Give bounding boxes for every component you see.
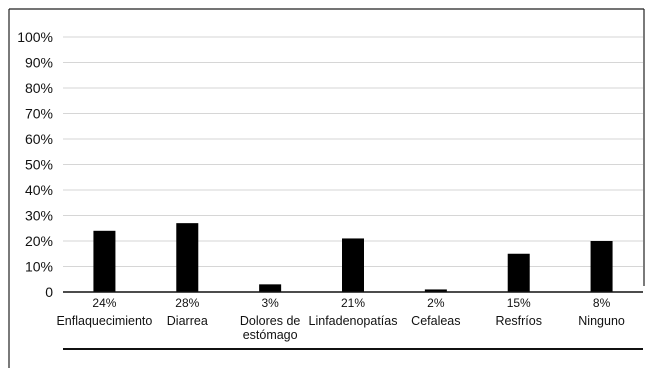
category-label: Linfadenopatías — [309, 314, 398, 328]
data-label: 28% — [175, 296, 199, 310]
y-tick-label: 40% — [25, 182, 53, 198]
bars — [93, 223, 613, 292]
data-label: 21% — [341, 296, 365, 310]
y-axis-tick-labels: 0 10% 20% 30% 40% 50% 60% 70% 80% 90% 100% — [17, 29, 53, 300]
data-label: 2% — [427, 296, 445, 310]
data-labels: 24% 28% 3% 21% 2% 15% 8% — [92, 296, 610, 310]
category-label: Diarrea — [167, 314, 208, 328]
y-tick-label: 0 — [45, 284, 53, 300]
data-label: 8% — [593, 296, 611, 310]
category-label: Cefaleas — [411, 314, 460, 328]
bar — [93, 230, 116, 292]
y-tick-label: 100% — [17, 29, 53, 45]
y-tick-label: 90% — [25, 55, 53, 71]
data-label: 24% — [92, 296, 116, 310]
y-tick-label: 50% — [25, 157, 53, 173]
bar — [259, 284, 282, 292]
category-label: Enflaquecimiento — [56, 314, 152, 328]
y-tick-label: 10% — [25, 259, 53, 275]
data-label: 3% — [261, 296, 279, 310]
bar — [342, 238, 364, 292]
category-label: Resfríos — [495, 314, 542, 328]
gridlines — [63, 36, 643, 267]
chart-frame — [8, 8, 645, 368]
x-axis — [63, 291, 643, 350]
bar — [424, 289, 447, 292]
bar — [590, 241, 613, 292]
category-label: Ninguno — [578, 314, 625, 328]
category-label: Dolores de — [240, 314, 300, 328]
bar — [507, 253, 530, 292]
bar — [176, 223, 199, 292]
y-tick-label: 70% — [25, 106, 53, 122]
category-labels: Enflaquecimiento Diarrea Dolores deestómag… — [56, 314, 624, 342]
category-label: estómago — [243, 328, 298, 342]
y-tick-label: 30% — [25, 208, 53, 224]
data-label: 15% — [507, 296, 531, 310]
y-tick-label: 20% — [25, 233, 53, 249]
y-tick-label: 80% — [25, 80, 53, 96]
y-tick-label: 60% — [25, 131, 53, 147]
